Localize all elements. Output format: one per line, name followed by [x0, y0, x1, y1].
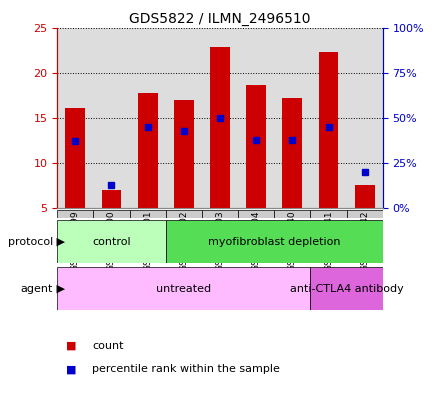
Text: protocol: protocol: [7, 237, 53, 247]
Text: GDS5822 / ILMN_2496510: GDS5822 / ILMN_2496510: [129, 12, 311, 26]
Bar: [210, 48, 230, 208]
Bar: [57, 267, 311, 310]
Text: GSM1276600: GSM1276600: [107, 211, 116, 271]
Text: count: count: [92, 341, 124, 351]
Bar: [347, 210, 383, 218]
Bar: [355, 185, 375, 208]
Text: GSM1276604: GSM1276604: [252, 211, 260, 271]
Bar: [282, 98, 302, 208]
Bar: [138, 93, 158, 208]
Bar: [202, 210, 238, 218]
Text: myofibroblast depletion: myofibroblast depletion: [208, 237, 341, 247]
Bar: [311, 210, 347, 218]
Text: ■: ■: [66, 341, 77, 351]
Text: GSM1303940: GSM1303940: [288, 211, 297, 271]
Bar: [274, 210, 311, 218]
Bar: [57, 210, 93, 218]
Text: ▶: ▶: [53, 237, 65, 247]
Bar: [166, 210, 202, 218]
Text: ■: ■: [66, 364, 77, 375]
Text: agent: agent: [20, 284, 53, 294]
Text: anti-CTLA4 antibody: anti-CTLA4 antibody: [290, 284, 403, 294]
Text: control: control: [92, 237, 131, 247]
Text: GSM1303942: GSM1303942: [360, 211, 369, 271]
Text: GSM1303941: GSM1303941: [324, 211, 333, 271]
Bar: [319, 52, 338, 208]
Bar: [166, 220, 383, 263]
Bar: [246, 85, 266, 208]
Bar: [93, 210, 129, 218]
Text: GSM1276601: GSM1276601: [143, 211, 152, 271]
Text: GSM1276602: GSM1276602: [180, 211, 188, 271]
Bar: [311, 267, 383, 310]
Text: GSM1276599: GSM1276599: [71, 211, 80, 271]
Bar: [66, 108, 85, 208]
Text: percentile rank within the sample: percentile rank within the sample: [92, 364, 280, 375]
Bar: [57, 220, 166, 263]
Text: ▶: ▶: [53, 284, 65, 294]
Bar: [102, 190, 121, 208]
Text: untreated: untreated: [156, 284, 211, 294]
Bar: [174, 100, 194, 208]
Bar: [238, 210, 274, 218]
Bar: [129, 210, 166, 218]
Text: GSM1276603: GSM1276603: [216, 211, 224, 271]
